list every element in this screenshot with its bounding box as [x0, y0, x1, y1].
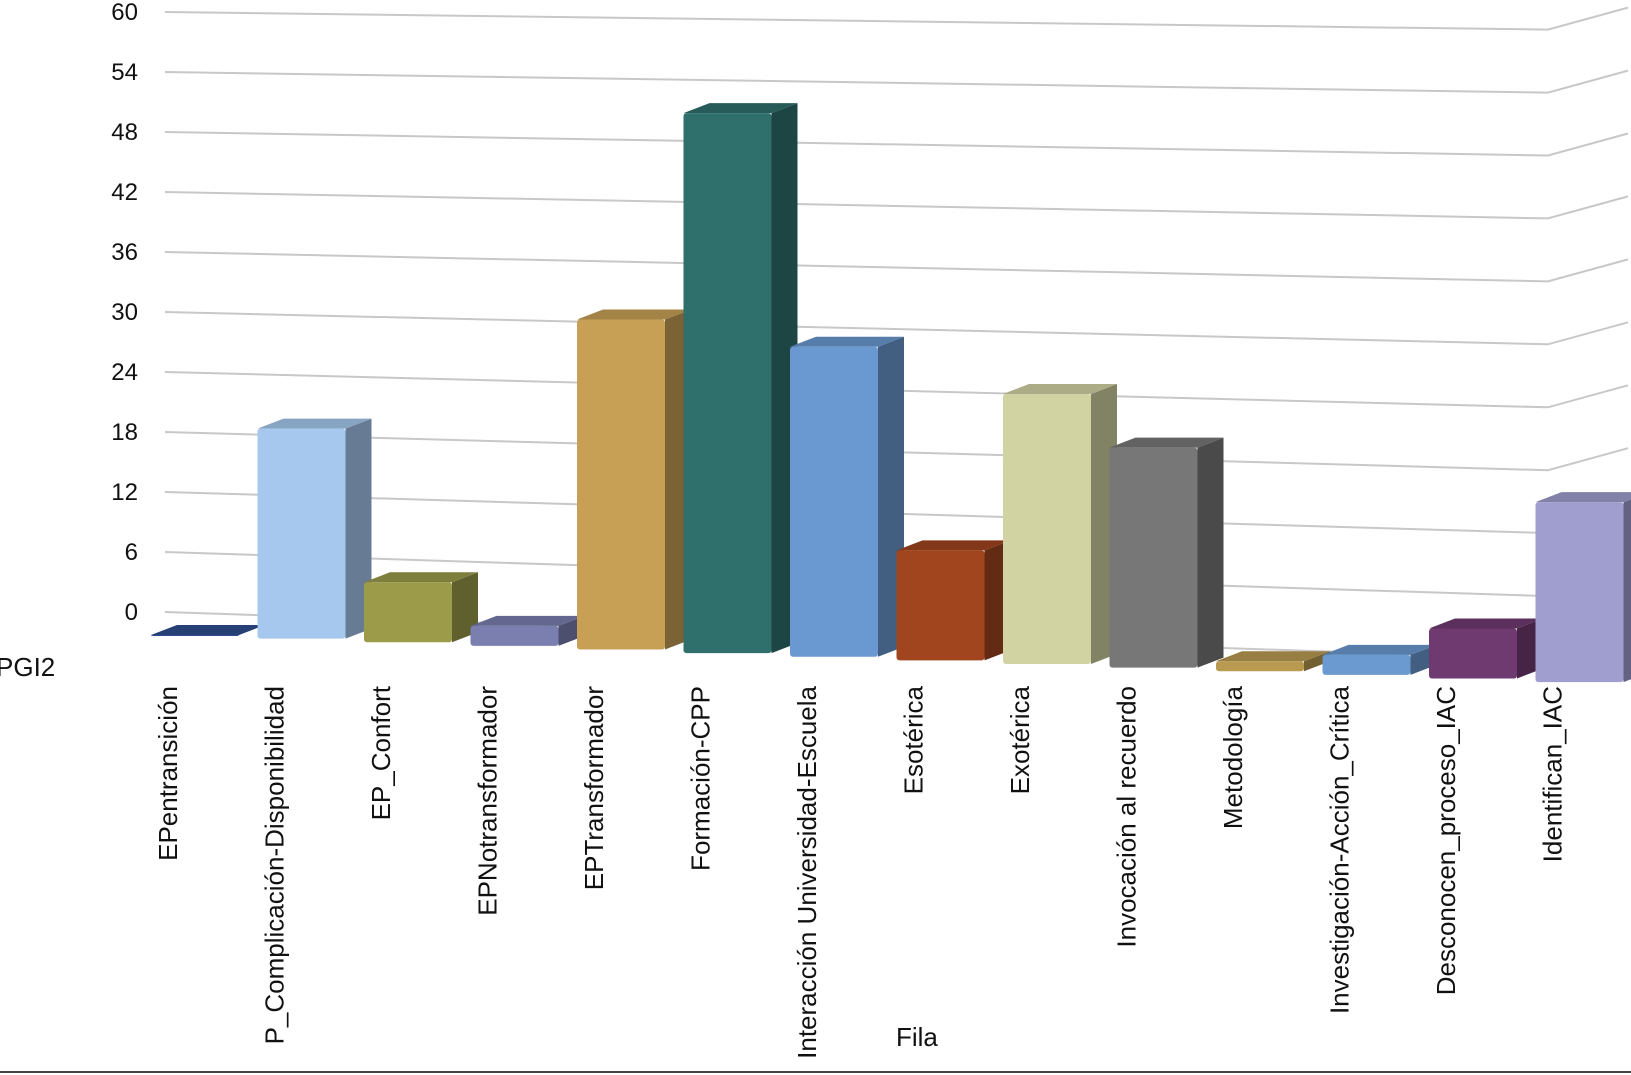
- y-tick-label: 30: [111, 299, 138, 326]
- bar: [683, 103, 798, 654]
- x-tick-label: EPentransición: [153, 686, 183, 861]
- bar-top: [470, 615, 585, 626]
- bar-front: [364, 582, 452, 643]
- bar-top: [151, 625, 265, 636]
- gridline: [164, 131, 1629, 157]
- bar-front: [1003, 393, 1091, 664]
- bar-top: [257, 418, 372, 429]
- bar: [896, 540, 1011, 661]
- x-tick-label: Interacción Universidad-Escuela: [792, 685, 822, 1058]
- bar: [151, 625, 265, 637]
- bar: [364, 572, 478, 643]
- x-tick-label: Formación-CPP: [686, 686, 716, 871]
- bar: [1216, 651, 1330, 672]
- gridline: [164, 251, 1629, 283]
- bar-top: [1216, 651, 1330, 662]
- y-axis: 0 6 12 18 24 30 36 42 48 54 60: [111, 0, 138, 626]
- bar-top: [683, 103, 798, 114]
- bar-front: [1216, 661, 1304, 672]
- bar: [577, 309, 691, 650]
- bar-top: [364, 572, 478, 583]
- x-tick-label: Esotérica: [899, 685, 929, 794]
- y-tick-label: 42: [111, 179, 138, 206]
- bar: [1429, 618, 1543, 679]
- series-label: PGI2: [0, 652, 55, 682]
- bars: [151, 103, 1631, 683]
- x-tick-label: Metodología: [1218, 685, 1248, 829]
- bar: [1535, 492, 1631, 683]
- bar-front: [1322, 654, 1411, 675]
- x-tick-label: Identifican_IAC: [1538, 686, 1568, 862]
- bar-top: [1109, 437, 1224, 448]
- bar-front: [683, 113, 772, 654]
- y-tick-label: 48: [111, 119, 138, 146]
- bar-top: [1003, 383, 1117, 394]
- y-tick-label: 18: [111, 419, 138, 446]
- bar-side: [1623, 499, 1631, 683]
- bar-front: [257, 428, 346, 639]
- bar-top: [577, 309, 691, 320]
- y-tick-label: 12: [111, 479, 138, 506]
- bar-front: [790, 346, 878, 657]
- bar: [790, 336, 904, 657]
- bar-top: [790, 336, 904, 347]
- bar: [257, 418, 372, 639]
- gridline: [164, 69, 1629, 94]
- x-tick-label: P_Complicación-Disponibilidad: [260, 686, 290, 1044]
- bar: [470, 615, 585, 646]
- bar-front: [1429, 628, 1517, 679]
- y-tick-label: 0: [125, 599, 138, 626]
- x-tick-label: Invocación al recuerdo: [1112, 686, 1142, 948]
- bar-side: [1197, 437, 1224, 668]
- bar: [1322, 644, 1437, 675]
- bar: [1003, 383, 1117, 664]
- gridline: [164, 191, 1629, 220]
- x-tick-label: EPTransformador: [579, 686, 609, 891]
- bar-top: [896, 540, 1011, 551]
- bar-side: [452, 572, 478, 643]
- bar-front: [151, 635, 239, 637]
- bar-front: [896, 550, 985, 661]
- bar-front: [1109, 447, 1198, 668]
- y-tick-label: 24: [111, 359, 138, 386]
- x-axis: EPentransición P_Complicación-Disponibili…: [153, 685, 1568, 1059]
- y-tick-label: 6: [125, 539, 138, 566]
- bar-top: [1429, 618, 1543, 629]
- x-tick-label: Exotérica: [1005, 685, 1035, 794]
- gridline: [164, 6, 1629, 31]
- y-tick-label: 54: [111, 59, 138, 86]
- y-tick-label: 60: [111, 0, 138, 26]
- x-tick-label: EP_Confort: [366, 685, 396, 820]
- x-tick-label: Investigación-Acción_Crítica: [1325, 685, 1355, 1014]
- bar-front: [1535, 502, 1624, 683]
- x-tick-label: EPNotransformador: [473, 686, 503, 916]
- x-axis-title: Fila: [896, 1022, 938, 1052]
- bar-front: [577, 319, 665, 650]
- bar-top: [1535, 492, 1631, 503]
- bar-front: [470, 625, 559, 646]
- bar-top: [1322, 644, 1437, 655]
- bar: [1109, 437, 1224, 668]
- x-tick-label: Desconocen_proceso_IAC: [1431, 686, 1461, 995]
- y-tick-label: 36: [111, 239, 138, 266]
